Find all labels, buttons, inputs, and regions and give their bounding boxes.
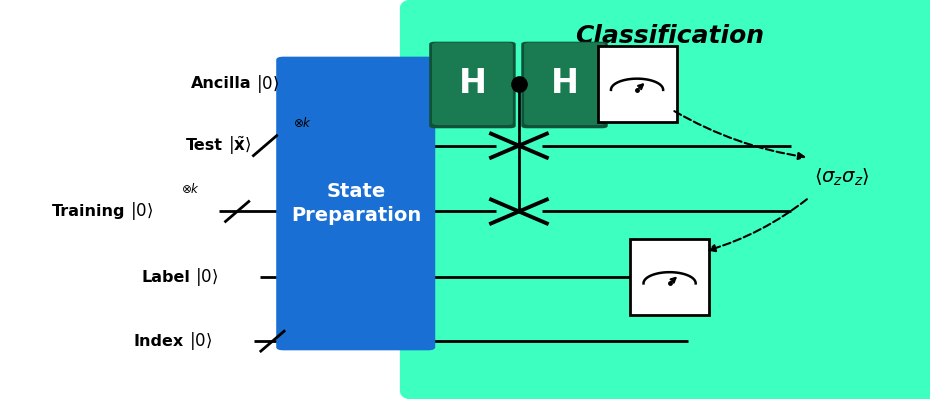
FancyArrowPatch shape <box>674 111 804 159</box>
Text: Label: Label <box>141 270 191 285</box>
Text: $\otimes k$: $\otimes k$ <box>181 182 200 196</box>
Text: $|\tilde{\mathbf{x}}\rangle$: $|\tilde{\mathbf{x}}\rangle$ <box>228 134 251 157</box>
Text: $|0\rangle$: $|0\rangle$ <box>189 330 212 352</box>
Bar <box>597 46 676 122</box>
FancyBboxPatch shape <box>276 57 435 350</box>
FancyBboxPatch shape <box>429 42 515 128</box>
Text: $|0\rangle$: $|0\rangle$ <box>195 266 219 288</box>
Text: $|0\rangle$: $|0\rangle$ <box>130 200 153 223</box>
FancyBboxPatch shape <box>525 43 604 125</box>
Text: Test: Test <box>186 138 223 153</box>
FancyBboxPatch shape <box>521 42 607 128</box>
FancyBboxPatch shape <box>432 43 513 125</box>
Text: State
Preparation: State Preparation <box>291 182 421 225</box>
Text: Index: Index <box>134 334 184 349</box>
Bar <box>630 239 709 315</box>
FancyArrowPatch shape <box>710 199 807 251</box>
FancyBboxPatch shape <box>400 0 930 399</box>
Text: $|0\rangle$: $|0\rangle$ <box>256 73 279 95</box>
Text: Ancilla: Ancilla <box>191 76 251 91</box>
Text: Classification: Classification <box>575 24 764 48</box>
Text: $\langle\sigma_z\sigma_z\rangle$: $\langle\sigma_z\sigma_z\rangle$ <box>814 167 870 188</box>
Text: H: H <box>458 67 486 100</box>
Text: Training: Training <box>52 204 126 219</box>
Text: H: H <box>551 67 578 100</box>
Text: $\otimes k$: $\otimes k$ <box>293 116 312 130</box>
